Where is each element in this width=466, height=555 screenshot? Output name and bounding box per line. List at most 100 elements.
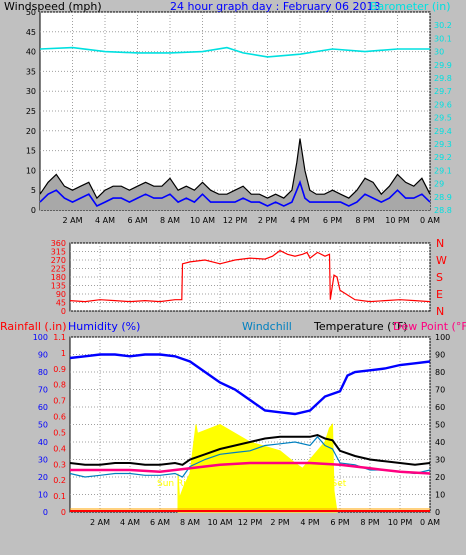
rainfall-axis-ticks: 0 0.1 0.2 0.3 0.4 0.5 0.6 0.7 0.8 0.9 1 1.1 xyxy=(53,333,66,517)
direction-tick-label: 270 xyxy=(51,256,66,265)
barometer-tick-label: 29.9 xyxy=(434,61,452,70)
humidity-tick-label: 10 xyxy=(38,491,48,500)
barometer-tick-label: 29.4 xyxy=(434,127,452,136)
compass-label: N xyxy=(436,305,444,318)
temperature-tick-label: 30 xyxy=(435,456,445,465)
humidity-tick-label: 40 xyxy=(38,438,48,447)
rainfall-tick-label: 0.6 xyxy=(53,413,66,422)
time-tick-label: 4 PM xyxy=(290,216,309,225)
time-tick-label: 4 AM xyxy=(120,518,140,527)
solar-area xyxy=(177,423,338,513)
temperature-legend-label: Temperature (°F) xyxy=(313,320,408,333)
graph-title: 24 hour graph day : February 06 2013 xyxy=(170,0,381,13)
barometer-tick-label: 28.9 xyxy=(434,193,452,202)
compass-label: N xyxy=(436,237,444,250)
humidity-tick-label: 30 xyxy=(38,456,48,465)
humidity-tick-label: 0 xyxy=(43,508,48,517)
rainfall-tick-label: 0.8 xyxy=(53,381,66,390)
windspeed-tick-label: 50 xyxy=(26,8,36,17)
time-tick-label: 4 PM xyxy=(300,518,319,527)
windspeed-tick-label: 20 xyxy=(26,127,36,136)
rainfall-tick-label: 0.3 xyxy=(53,460,66,469)
time-tick-label: 6 PM xyxy=(323,216,342,225)
temperature-tick-label: 0 xyxy=(435,508,440,517)
sunrise-annotation: Sun Rise xyxy=(157,479,196,489)
humidity-line xyxy=(69,353,431,416)
direction-series xyxy=(69,249,431,303)
rainfall-tick-label: 0.9 xyxy=(53,365,66,374)
time-axis-ticks-top: 2 AM 4 AM 6 AM 8 AM 10 AM 12 PM 2 PM 4 PM 6 PM 8 … xyxy=(62,216,440,225)
time-tick-label: 6 AM xyxy=(150,518,170,527)
windspeed-tick-label: 10 xyxy=(26,166,36,175)
barometer-tick-label: 30.1 xyxy=(434,34,452,43)
gust-area xyxy=(40,138,430,210)
dewpoint-legend-label: Dew Point (°F) xyxy=(393,320,466,333)
rainfall-tick-label: 0.4 xyxy=(53,444,66,453)
time-tick-label: 2 AM xyxy=(62,216,82,225)
barometer-tick-label: 29.1 xyxy=(434,166,452,175)
direction-tick-label: 45 xyxy=(56,299,66,308)
time-tick-label: 2 AM xyxy=(90,518,110,527)
temperature-tick-label: 40 xyxy=(435,438,445,447)
humidity-tick-label: 60 xyxy=(38,403,48,412)
barometer-line xyxy=(39,46,430,58)
humidity-tick-label: 100 xyxy=(33,333,48,342)
barometer-tick-label: 29.7 xyxy=(434,87,452,96)
direction-grid xyxy=(70,242,431,312)
time-tick-label: 8 AM xyxy=(180,518,200,527)
time-tick-label: 6 AM xyxy=(127,216,147,225)
barometer-tick-label: 29.3 xyxy=(434,140,452,149)
direction-tick-label: 225 xyxy=(51,265,66,274)
gust-line xyxy=(39,138,431,200)
time-tick-label: 4 AM xyxy=(95,216,115,225)
time-tick-label: 0 AM xyxy=(420,216,440,225)
compass-label: W xyxy=(436,254,447,267)
windspeed-tick-label: 40 xyxy=(26,48,36,57)
time-tick-label: 8 AM xyxy=(160,216,180,225)
time-tick-label: 10 AM xyxy=(190,216,215,225)
time-axis-ticks-bottom: 2 AM 4 AM 6 AM 8 AM 10 AM 12 PM 2 PM 4 PM 6 PM 8 … xyxy=(90,518,440,527)
humidity-tick-label: 70 xyxy=(38,386,48,395)
barometer-tick-label: 30.2 xyxy=(434,21,452,30)
sunset-annotation: Sun Set xyxy=(312,479,347,489)
temperature-line xyxy=(69,433,431,466)
windspeed-tick-label: 0 xyxy=(31,206,36,215)
time-tick-label: 12 PM xyxy=(238,518,263,527)
rainfall-tick-label: 0.2 xyxy=(53,476,66,485)
compass-label: E xyxy=(436,288,443,301)
time-tick-label: 8 PM xyxy=(355,216,374,225)
compass-label: S xyxy=(436,271,443,284)
barometer-tick-label: 30 xyxy=(434,48,444,57)
rainfall-tick-label: 0.5 xyxy=(53,428,66,437)
temperature-tick-label: 20 xyxy=(435,473,445,482)
windspeed-tick-label: 30 xyxy=(26,87,36,96)
temperature-tick-label: 90 xyxy=(435,351,445,360)
temperature-tick-label: 70 xyxy=(435,386,445,395)
temperature-tick-label: 50 xyxy=(435,421,445,430)
time-tick-label: 2 PM xyxy=(258,216,277,225)
temperature-axis-ticks: 0 10 20 30 40 50 60 70 80 90 100 xyxy=(435,333,450,517)
humidity-tick-label: 20 xyxy=(38,473,48,482)
time-tick-label: 0 AM xyxy=(420,518,440,527)
humidity-tick-label: 90 xyxy=(38,351,48,360)
direction-tick-label: 315 xyxy=(51,248,66,257)
rainfall-tick-label: 1 xyxy=(61,349,66,358)
time-tick-label: 8 PM xyxy=(360,518,379,527)
rainfall-tick-label: 1.1 xyxy=(53,333,66,342)
direction-tick-label: 180 xyxy=(51,273,66,282)
temperature-tick-label: 80 xyxy=(435,368,445,377)
rainfall-tick-label: 0.1 xyxy=(53,492,66,501)
dewpoint-line xyxy=(70,461,431,475)
windspeed-tick-label: 15 xyxy=(26,147,36,156)
time-tick-label: 10 AM xyxy=(207,518,232,527)
rainfall-tick-label: 0.7 xyxy=(53,397,66,406)
left-title-label: Windspeed (mph) xyxy=(4,0,102,13)
time-tick-label: 10 PM xyxy=(388,518,413,527)
direction-tick-label: 90 xyxy=(56,290,66,299)
temperature-tick-label: 100 xyxy=(435,333,450,342)
windspeed-axis-ticks: 0 5 10 15 20 25 30 35 40 45 50 xyxy=(26,8,36,215)
time-tick-label: 10 PM xyxy=(385,216,410,225)
barometer-tick-label: 29.8 xyxy=(434,74,452,83)
